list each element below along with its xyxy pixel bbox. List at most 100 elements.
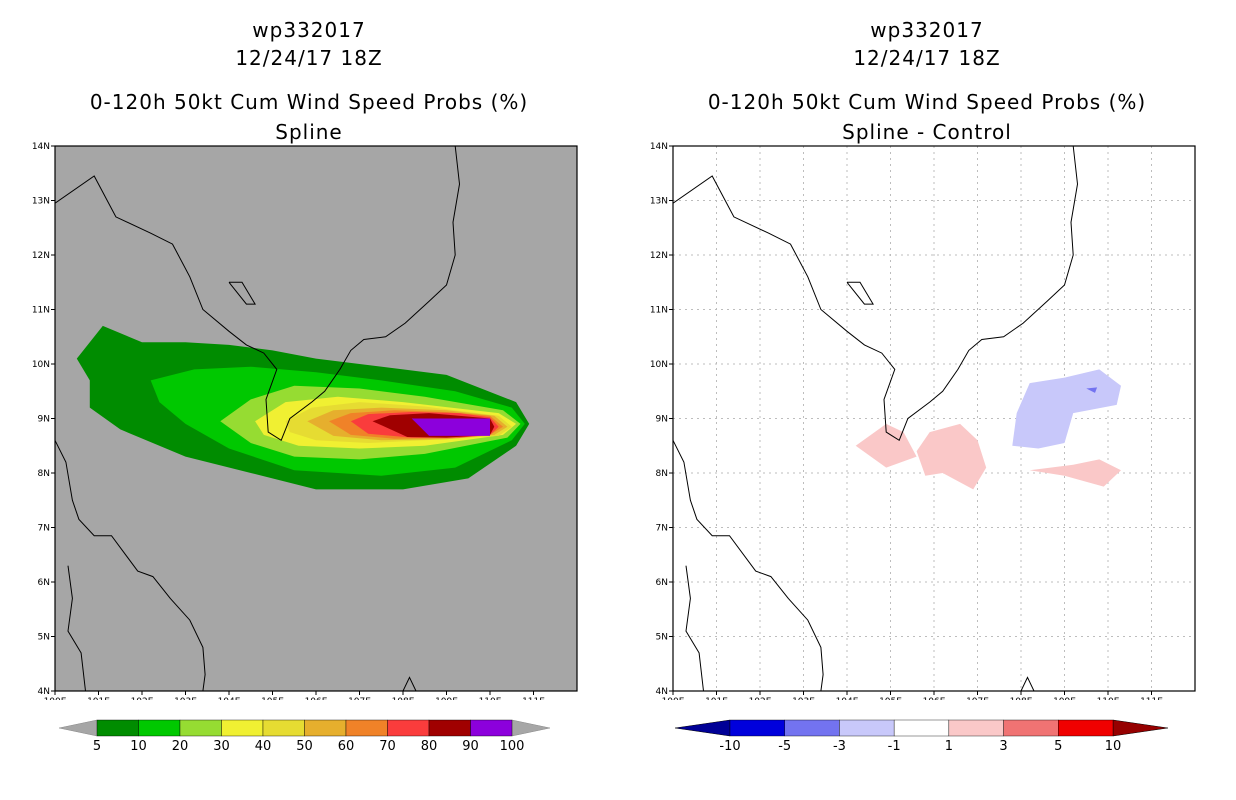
legend-label: 50 — [296, 739, 313, 754]
legend-label: 5 — [93, 739, 101, 754]
legend-arrow-low — [58, 719, 98, 737]
y-tick-label: 12N — [32, 251, 50, 261]
x-tick-label: 110E — [479, 697, 502, 700]
plot-content — [673, 146, 1195, 691]
right-chart-panel: wp332017 12/24/17 18Z 0-120h 50kt Cum Wi… — [618, 0, 1236, 800]
y-tick-label: 5N — [656, 633, 668, 643]
legend-swatch — [729, 719, 785, 737]
x-tick-label: 111E — [522, 697, 545, 700]
x-tick-label: 102E — [131, 697, 154, 700]
y-tick-label: 6N — [38, 578, 50, 588]
legend-label: 5 — [1054, 739, 1062, 754]
coastline — [846, 281, 874, 305]
x-tick-label: 100E — [662, 697, 685, 700]
legend-swatch — [893, 719, 950, 737]
chart-title-storm-id: wp332017 — [870, 18, 984, 42]
legend-arrow-high — [511, 719, 551, 737]
plot-content — [55, 146, 530, 691]
coastline — [685, 565, 704, 691]
x-tick-label: 101E — [87, 697, 110, 700]
coastline — [55, 146, 461, 442]
contour-level-90 — [411, 418, 490, 436]
y-tick-label: 6N — [656, 578, 668, 588]
legend-label: 10 — [130, 739, 147, 754]
chart-title-date: 12/24/17 18Z — [853, 46, 1001, 70]
y-tick-label: 13N — [650, 197, 668, 207]
coastline — [67, 565, 86, 691]
contour-level-neg3 — [1086, 387, 1098, 393]
x-tick-label: 100E — [44, 697, 67, 700]
legend-swatch — [428, 719, 471, 737]
coastline — [228, 281, 256, 305]
contour-level-1 — [916, 423, 987, 490]
legend-label: 10 — [1105, 739, 1122, 754]
coastline — [1020, 676, 1035, 691]
x-tick-label: 108E — [392, 697, 415, 700]
legend-label: 80 — [421, 739, 438, 754]
legend-label: 100 — [500, 739, 525, 754]
y-tick-label: 9N — [38, 415, 50, 425]
y-tick-label: 12N — [650, 251, 668, 261]
x-tick-label: 101E — [705, 697, 728, 700]
legend-swatch — [470, 719, 513, 737]
x-tick-label: 109E — [435, 697, 458, 700]
x-tick-label: 109E — [1053, 697, 1076, 700]
legend-label: 1 — [945, 739, 953, 754]
coastline — [402, 676, 417, 691]
legend-label: -10 — [719, 739, 740, 754]
legend-label: 3 — [999, 739, 1007, 754]
difference-map: 100E 101E 102E 103E 104E 105E 106E 107E 108E 109E… — [650, 142, 1196, 700]
coastline — [673, 146, 1079, 442]
legend-swatch — [1003, 719, 1059, 737]
chart-title-date: 12/24/17 18Z — [235, 46, 383, 70]
legend-label: 40 — [255, 739, 272, 754]
y-tick-label: 10N — [650, 360, 668, 370]
y-tick-label: 10N — [32, 360, 50, 370]
legend-swatch — [948, 719, 1004, 737]
chart-subtitle: Spline — [275, 120, 343, 144]
left-chart-panel: wp332017 12/24/17 18Z 0-120h 50kt Cum Wi… — [32, 18, 578, 754]
legend-swatch — [262, 719, 305, 737]
legend-swatch — [345, 719, 388, 737]
legend-label: 90 — [462, 739, 479, 754]
legend-swatch — [96, 719, 139, 737]
y-tick-label: 14N — [650, 142, 668, 152]
legend-swatch — [304, 719, 347, 737]
probability-map: 100E 101E 102E 103E 104E 105E 106E 107E 108E 109E… — [32, 142, 578, 700]
x-tick-label: 110E — [1097, 697, 1120, 700]
legend-swatch — [179, 719, 222, 737]
legend-swatch — [387, 719, 430, 737]
x-tick-label: 104E — [836, 697, 859, 700]
legend-label: -3 — [833, 739, 846, 754]
x-tick-label: 105E — [261, 697, 284, 700]
x-tick-label: 107E — [348, 697, 371, 700]
y-tick-label: 11N — [650, 306, 668, 316]
x-tick-label: 103E — [792, 697, 815, 700]
chart-title-variable: 0-120h 50kt Cum Wind Speed Probs (%) — [89, 90, 529, 114]
y-tick-label: 11N — [32, 306, 50, 316]
legend-swatch — [138, 719, 181, 737]
x-tick-label: 102E — [749, 697, 772, 700]
legend-arrow-high — [1112, 719, 1169, 737]
x-tick-label: 106E — [923, 697, 946, 700]
contour-level-1 — [1029, 459, 1121, 487]
legend-label: 30 — [213, 739, 230, 754]
y-tick-label: 9N — [656, 415, 668, 425]
y-tick-label: 5N — [38, 633, 50, 643]
y-tick-label: 7N — [38, 524, 50, 534]
color-legend-bar: -10 -5 -3 -1 1 3 5 10 — [674, 719, 1169, 754]
y-tick-label: 13N — [32, 197, 50, 207]
legend-label: 70 — [379, 739, 396, 754]
y-tick-label: 7N — [656, 524, 668, 534]
legend-swatch — [1058, 719, 1114, 737]
legend-swatch — [221, 719, 264, 737]
legend-label: -1 — [888, 739, 901, 754]
legend-label: -5 — [778, 739, 791, 754]
x-tick-label: 105E — [879, 697, 902, 700]
chart-title-storm-id: wp332017 — [252, 18, 366, 42]
y-tick-label: 14N — [32, 142, 50, 152]
legend-arrow-low — [674, 719, 731, 737]
y-tick-label: 4N — [38, 687, 50, 697]
y-tick-label: 8N — [38, 469, 50, 479]
chart-subtitle: Spline - Control — [842, 120, 1012, 144]
